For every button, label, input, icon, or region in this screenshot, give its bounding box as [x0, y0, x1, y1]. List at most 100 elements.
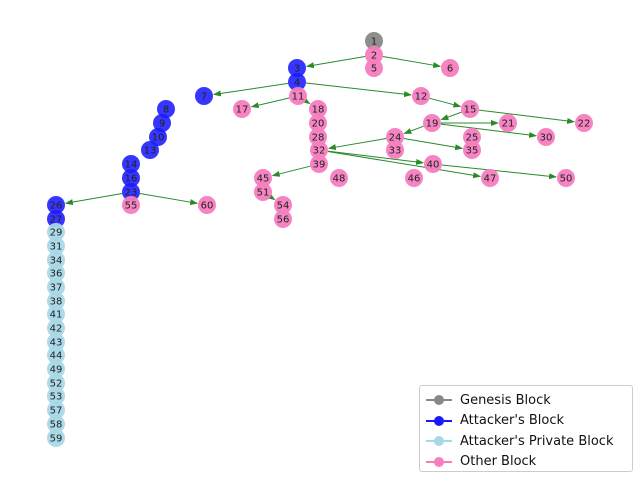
node-label-60: 60 [201, 201, 214, 212]
node-label-7: 7 [201, 92, 207, 103]
node-label-22: 22 [578, 119, 591, 130]
node-circle-58 [47, 415, 65, 433]
node-label-52: 52 [50, 379, 63, 390]
node-circle-9 [153, 114, 171, 132]
node-label-53: 53 [50, 392, 63, 403]
node-circle-20 [309, 114, 327, 132]
edge-11-17 [250, 97, 290, 109]
node-23: 23 [122, 183, 140, 201]
legend-label-genesis: Genesis Block [460, 392, 551, 408]
node-circle-7 [195, 87, 213, 105]
node-label-56: 56 [277, 215, 290, 226]
node-circle-46 [405, 169, 423, 187]
edge-23-26 [64, 193, 123, 206]
node-label-28: 28 [312, 133, 325, 144]
node-circle-30 [537, 128, 555, 146]
node-circle-1 [365, 32, 383, 50]
node-label-47: 47 [484, 174, 497, 185]
node-30: 30 [537, 128, 555, 146]
node-27: 27 [47, 210, 65, 228]
node-13: 13 [141, 141, 159, 159]
edge-12-15 [429, 97, 462, 108]
node-label-14: 14 [125, 160, 138, 171]
node-36: 36 [47, 264, 65, 282]
node-label-17: 17 [236, 105, 249, 116]
node-11: 11 [289, 87, 307, 105]
node-59: 59 [47, 429, 65, 447]
node-label-33: 33 [389, 146, 402, 157]
node-circle-52 [47, 374, 65, 392]
node-label-30: 30 [540, 133, 553, 144]
node-label-11: 11 [292, 92, 305, 103]
node-42: 42 [47, 319, 65, 337]
node-label-10: 10 [152, 133, 165, 144]
node-28: 28 [309, 128, 327, 146]
node-label-8: 8 [163, 105, 169, 116]
node-circle-13 [141, 141, 159, 159]
node-44: 44 [47, 346, 65, 364]
node-circle-35 [463, 141, 481, 159]
node-circle-43 [47, 333, 65, 351]
edge-2-6 [382, 56, 442, 69]
node-60: 60 [198, 196, 216, 214]
node-label-2: 2 [371, 51, 377, 62]
node-circle-37 [47, 278, 65, 296]
node-label-55: 55 [125, 201, 138, 212]
node-label-4: 4 [294, 78, 300, 89]
edge-2-3 [305, 56, 366, 69]
node-label-37: 37 [50, 283, 63, 294]
node-label-13: 13 [144, 146, 157, 157]
node-25: 25 [463, 128, 481, 146]
node-label-49: 49 [50, 365, 63, 376]
node-circle-38 [47, 292, 65, 310]
node-54: 54 [274, 196, 292, 214]
node-circle-3 [288, 59, 306, 77]
node-46: 46 [405, 169, 423, 187]
node-circle-42 [47, 319, 65, 337]
node-7: 7 [195, 87, 213, 105]
edge-32-47 [327, 150, 482, 179]
node-circle-60 [198, 196, 216, 214]
node-circle-26 [47, 196, 65, 214]
node-label-3: 3 [294, 64, 300, 75]
node-circle-51 [254, 183, 272, 201]
legend-item-other: Other Block [426, 452, 626, 473]
node-49: 49 [47, 360, 65, 378]
node-circle-32 [310, 141, 328, 159]
node-label-36: 36 [50, 269, 63, 280]
edge-19-24 [403, 125, 424, 134]
node-38: 38 [47, 292, 65, 310]
node-2: 2 [365, 46, 383, 64]
node-label-15: 15 [464, 105, 477, 116]
node-circle-48 [330, 169, 348, 187]
node-circle-47 [481, 169, 499, 187]
node-label-9: 9 [159, 119, 165, 130]
edge-40-50 [441, 164, 558, 180]
node-label-43: 43 [50, 338, 63, 349]
node-47: 47 [481, 169, 499, 187]
node-circle-59 [47, 429, 65, 447]
node-label-16: 16 [125, 174, 138, 185]
node-label-35: 35 [466, 146, 479, 157]
node-label-20: 20 [312, 119, 325, 130]
legend-swatch-other [426, 456, 452, 468]
node-circle-54 [274, 196, 292, 214]
node-circle-45 [254, 169, 272, 187]
node-40: 40 [424, 155, 442, 173]
node-circle-14 [122, 155, 140, 173]
node-37: 37 [47, 278, 65, 296]
legend-swatch-genesis [426, 394, 452, 406]
edge-24-32 [327, 138, 387, 151]
node-label-46: 46 [408, 174, 421, 185]
node-circle-31 [47, 237, 65, 255]
node-35: 35 [463, 141, 481, 159]
node-16: 16 [122, 169, 140, 187]
legend-swatch-private [426, 435, 452, 447]
node-circle-23 [122, 183, 140, 201]
node-14: 14 [122, 155, 140, 173]
node-label-38: 38 [50, 297, 63, 308]
node-circle-10 [149, 128, 167, 146]
legend-label-other: Other Block [460, 454, 537, 470]
